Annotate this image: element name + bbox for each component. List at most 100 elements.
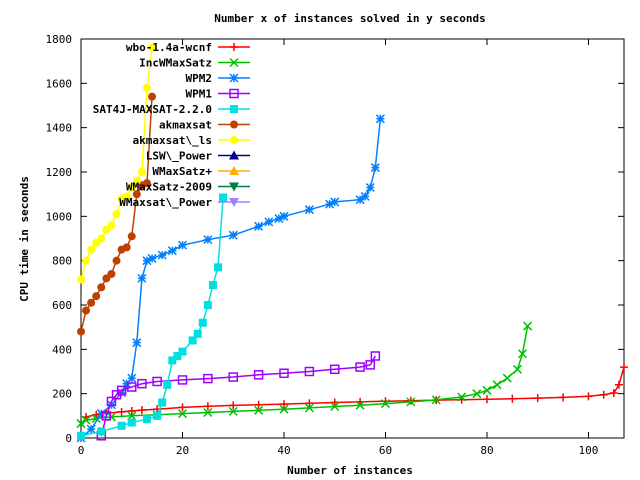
legend-label: akmaxsat (159, 119, 212, 132)
data-point (482, 385, 492, 395)
data-point (406, 396, 415, 405)
series-4 (77, 193, 228, 440)
data-point (229, 88, 239, 99)
data-point (254, 405, 264, 415)
data-point (279, 211, 289, 221)
series-line (80, 197, 224, 437)
data-point (96, 409, 106, 419)
legend-label: IncWMaxSatz (139, 57, 212, 70)
legend-label: WPM1 (186, 88, 213, 101)
legend-item: WMaxSatz-2009 (126, 181, 250, 194)
series-line (80, 325, 529, 425)
data-point (106, 396, 117, 407)
legend-item: akmaxsat (159, 119, 250, 132)
data-point (330, 401, 340, 412)
data-point (365, 182, 375, 193)
data-point (107, 269, 116, 278)
data-point (77, 327, 85, 336)
y-tick-label: 1400 (46, 122, 73, 135)
data-point (147, 253, 157, 263)
data-point (229, 57, 239, 68)
data-point (188, 336, 197, 345)
data-point (325, 199, 335, 209)
x-tick-label: 0 (78, 444, 85, 457)
legend-item: LSW\_Power (146, 150, 250, 163)
series-3 (96, 351, 381, 441)
data-point (116, 385, 127, 396)
data-point (163, 380, 172, 389)
data-point (122, 379, 132, 389)
y-axis-label: CPU time in seconds (18, 176, 31, 302)
data-point (153, 411, 162, 420)
data-point (208, 281, 217, 290)
data-point (76, 419, 86, 429)
series-line (85, 366, 625, 418)
data-point (137, 273, 147, 283)
data-point (214, 263, 223, 272)
data-point (173, 351, 182, 360)
data-point (264, 217, 274, 227)
data-point (137, 406, 146, 415)
chart-title: Number x of instances solved in y second… (214, 12, 486, 25)
series-2 (76, 114, 385, 443)
legend-label: SAT4J-MAXSAT-2.2.0 (93, 103, 212, 116)
data-point (482, 395, 491, 404)
data-point (86, 424, 96, 434)
data-point (117, 407, 126, 416)
x-axis-label: Number of instances (287, 464, 413, 477)
data-point (142, 179, 151, 188)
series-layer (76, 43, 628, 443)
data-point (559, 393, 568, 402)
data-point (253, 370, 264, 380)
data-point (230, 120, 238, 129)
legend-item: WPM1 (186, 88, 250, 101)
data-point (230, 105, 238, 113)
x-tick-label: 20 (176, 444, 189, 457)
plot-border (80, 38, 625, 439)
legend-label: WMaxsat\_Power (119, 196, 212, 209)
data-point (137, 378, 147, 389)
x-tick-label: 60 (379, 444, 392, 457)
data-point (279, 404, 289, 414)
data-point (502, 373, 512, 383)
data-point (117, 421, 126, 430)
data-point (167, 246, 177, 256)
data-point (127, 232, 136, 241)
data-point (304, 403, 314, 413)
data-point (132, 176, 141, 185)
data-point (203, 235, 213, 245)
data-point (355, 400, 365, 410)
data-point (228, 230, 238, 240)
data-point (279, 400, 288, 409)
legend-label: LSW\_Power (146, 150, 213, 163)
data-point (584, 392, 593, 401)
data-point (177, 409, 188, 419)
data-point (77, 431, 85, 440)
axis-ticks: 0 20 40 60 80 1000200400600800100012001400160… (46, 33, 624, 457)
data-point (508, 394, 517, 403)
y-tick-label: 1800 (46, 33, 73, 46)
series-1 (76, 321, 533, 429)
data-point (355, 362, 365, 372)
data-point (158, 398, 167, 407)
y-tick-label: 800 (52, 255, 72, 268)
y-tick-label: 400 (52, 343, 72, 356)
data-point (457, 392, 467, 402)
legend-item: akmaxsat\_ls (133, 134, 250, 147)
series-line (100, 355, 376, 436)
data-point (122, 243, 131, 252)
data-point (101, 411, 112, 421)
data-point (203, 402, 212, 411)
data-point (122, 192, 131, 201)
data-point (609, 389, 618, 398)
data-point (228, 406, 238, 416)
data-point (142, 415, 151, 424)
data-point (148, 92, 157, 101)
series-0 (82, 363, 628, 421)
data-point (87, 245, 96, 254)
data-point (168, 356, 177, 365)
data-point (127, 418, 136, 427)
data-point (304, 366, 315, 377)
data-point (512, 364, 522, 374)
data-point (229, 198, 239, 207)
